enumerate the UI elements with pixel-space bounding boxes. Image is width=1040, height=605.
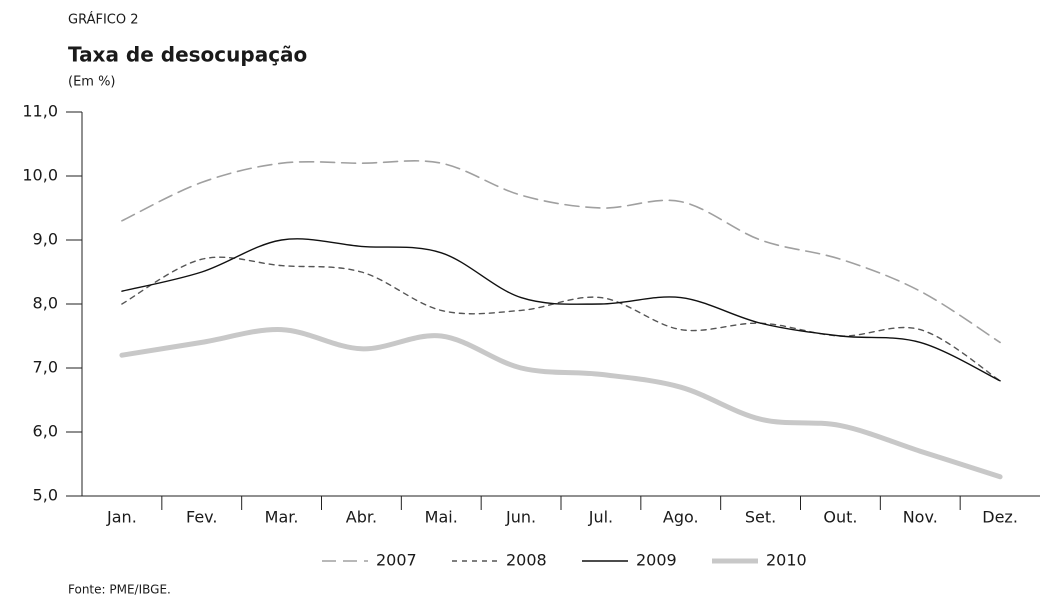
- x-tick-label: Fev.: [186, 508, 217, 527]
- y-tick-label: 9,0: [33, 230, 58, 249]
- x-tick-label: Mai.: [425, 508, 458, 527]
- y-tick-label: 8,0: [33, 294, 58, 313]
- legend-label: 2010: [766, 551, 807, 570]
- series-line: [121, 238, 1001, 382]
- x-tick-label: Nov.: [903, 508, 938, 527]
- legend-label: 2008: [506, 551, 547, 570]
- series-line: [121, 256, 1001, 382]
- y-tick-label: 5,0: [33, 486, 58, 505]
- x-tick-label: Abr.: [346, 508, 377, 527]
- x-tick-label: Set.: [745, 508, 776, 527]
- x-tick-label: Out.: [823, 508, 857, 527]
- series-line: [119, 327, 1003, 480]
- chart-kicker: GRÁFICO 2: [68, 12, 139, 28]
- legend-label: 2007: [376, 551, 417, 570]
- x-tick-label: Jun.: [505, 508, 536, 527]
- y-tick-label: 7,0: [33, 358, 58, 377]
- x-tick-label: Ago.: [663, 508, 699, 527]
- series-line: [121, 160, 1001, 344]
- chart-source: Fonte: PME/IBGE.: [68, 583, 171, 597]
- legend-label: 2009: [636, 551, 677, 570]
- y-tick-label: 11,0: [22, 102, 58, 121]
- x-tick-label: Mar.: [265, 508, 299, 527]
- x-tick-label: Jul.: [588, 508, 613, 527]
- x-tick-label: Jan.: [106, 508, 137, 527]
- y-tick-label: 10,0: [22, 166, 58, 185]
- y-tick-label: 6,0: [33, 422, 58, 441]
- chart-subtitle: (Em %): [68, 75, 116, 90]
- chart-title: Taxa de desocupação: [68, 43, 307, 67]
- x-tick-label: Dez.: [982, 508, 1018, 527]
